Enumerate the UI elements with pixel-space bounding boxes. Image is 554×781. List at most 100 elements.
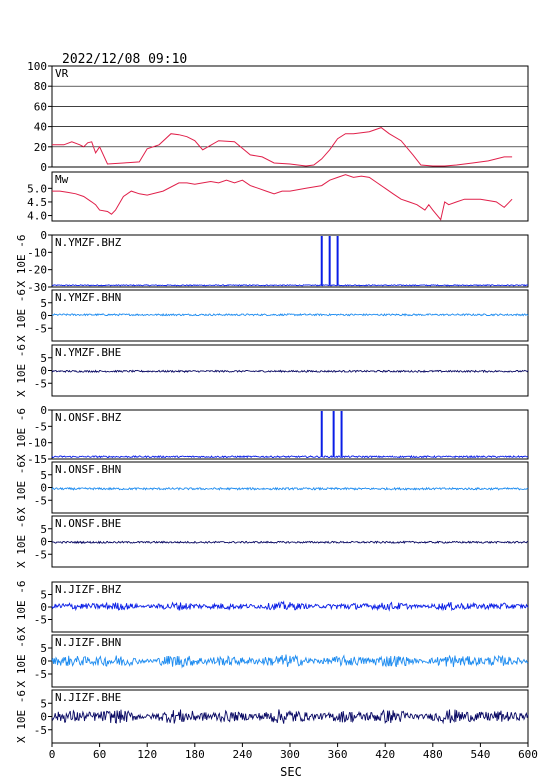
y-tick-label: 4.5 [27, 196, 47, 209]
x-tick-label: 480 [423, 748, 443, 761]
y-tick-label: 5 [40, 697, 47, 710]
x-axis: 0 60 120 180 240 300 360 420 480 540 600 [49, 743, 538, 761]
y-tick-label: -5 [34, 494, 47, 507]
y-tick-label: 0 [40, 161, 47, 174]
y-tick-label: 0 [40, 404, 47, 417]
panel-label: N.ONSF.BHN [55, 463, 121, 476]
y-tick-label: -5 [34, 548, 47, 561]
y-axis-label: X 10E -6 [15, 690, 28, 743]
y-axis-label: X 10E -6 [15, 289, 28, 342]
series-line-vr [52, 127, 513, 167]
panel-jizf-bhn: 50-5 N.JIZF.BHN X 10E -6 [15, 634, 529, 688]
y-tick-label: 4.0 [27, 210, 47, 223]
x-tick-label: 180 [185, 748, 205, 761]
y-tick-label: -30 [27, 281, 47, 294]
panel-frame [51, 234, 529, 288]
x-tick-label: 60 [93, 748, 106, 761]
header-datetime: 2022/12/08 09:10 [62, 52, 187, 67]
y-tick-label: 0 [40, 536, 47, 549]
panel-label: N.JIZF.BHN [55, 636, 121, 649]
y-tick-label: 0 [40, 310, 47, 323]
x-tick-label: 0 [49, 748, 56, 761]
x-tick-label: 540 [470, 748, 490, 761]
y-axis-label: X 10E -6 [15, 635, 28, 688]
y-tick-label: 20 [34, 141, 47, 154]
y-tick-label: 0 [40, 601, 47, 614]
y-tick-label: 0 [40, 229, 47, 242]
y-tick-label: -10 [27, 437, 47, 450]
y-tick-label: 5 [40, 297, 47, 310]
series-line-mw [52, 174, 513, 221]
panel-ymzf-bhn: 50-5 N.YMZF.BHN X 10E -6 [15, 289, 529, 342]
x-tick-label: 600 [518, 748, 538, 761]
y-axis-label: X 10E -6 [15, 581, 28, 634]
y-axis-label: X 10E -6 [15, 461, 28, 514]
trace-onsf-bhz [51, 454, 529, 459]
y-tick-label: 0 [40, 482, 47, 495]
panel-label: N.JIZF.BHZ [55, 583, 122, 596]
panel-label: VR [55, 67, 69, 80]
x-tick-label: 120 [137, 748, 157, 761]
trace-jizf-bhe [51, 709, 529, 725]
y-axis-label: X 10E -6 [15, 408, 28, 461]
y-tick-label: 40 [34, 121, 47, 134]
x-tick-label: 420 [375, 748, 395, 761]
panel-label: N.ONSF.BHZ [55, 411, 122, 424]
panel-frame [51, 171, 529, 222]
panel-jizf-bhz: 50-5 N.JIZF.BHZ X 10E -6 [15, 581, 529, 634]
y-tick-label: 5.0 [27, 182, 47, 195]
trace-ymzf-bhe [51, 369, 529, 374]
y-tick-label: -5 [34, 668, 47, 681]
y-axis-label: X 10E -6 [15, 515, 28, 568]
y-tick-label: -5 [34, 420, 47, 433]
trace-jizf-bhn [51, 654, 529, 669]
y-tick-label: -5 [34, 322, 47, 335]
y-axis-label: X 10E -6 [15, 344, 28, 397]
y-tick-label: 5 [40, 523, 47, 536]
panel-label: N.JIZF.BHE [55, 691, 121, 704]
panel-ymzf-bhe: 50-5 N.YMZF.BHE X 10E -6 [15, 344, 529, 397]
y-tick-label: -5 [34, 614, 47, 627]
y-tick-label: 0 [40, 365, 47, 378]
panel-jizf-bhe: 50-5 N.JIZF.BHE X 10E -6 [15, 689, 529, 744]
panel-ymzf-bhz: 0 -10 -20 -30 N.YMZF.BHZ X 10E -6 [15, 229, 529, 294]
x-tick-label: 360 [328, 748, 348, 761]
panel-onsf-bhe: 50-5 N.ONSF.BHE X 10E -6 [15, 515, 529, 568]
y-tick-label: 5 [40, 352, 47, 365]
panel-label: N.YMZF.BHE [55, 346, 121, 359]
x-tick-label: 240 [232, 748, 252, 761]
x-axis-label: SEC [280, 765, 302, 779]
y-tick-label: 80 [34, 80, 47, 93]
trace-onsf-bhe [51, 540, 529, 545]
trace-onsf-bhn [51, 486, 529, 491]
panel-label: N.YMZF.BHN [55, 291, 121, 304]
y-tick-label: 5 [40, 642, 47, 655]
y-tick-label: 5 [40, 469, 47, 482]
y-tick-label: 5 [40, 589, 47, 602]
y-tick-label: -10 [27, 246, 47, 259]
trace-ymzf-bhz [51, 284, 529, 287]
panel-label: N.ONSF.BHE [55, 517, 121, 530]
y-tick-label: 0 [40, 711, 47, 724]
y-tick-label: -5 [34, 724, 47, 737]
panel-frame [51, 461, 529, 514]
panel-frame [51, 65, 529, 168]
x-tick-label: 300 [280, 748, 300, 761]
y-tick-label: -20 [27, 264, 47, 277]
panel-mw: 4.04.55.0 Mw [27, 171, 529, 223]
y-tick-label: 0 [40, 655, 47, 668]
trace-ymzf-bhn [51, 312, 529, 317]
y-tick-label: -5 [34, 377, 47, 390]
panel-frame [51, 409, 529, 460]
panel-label: N.YMZF.BHZ [55, 236, 122, 249]
panel-onsf-bhz: 0 -5 -10 -15 N.ONSF.BHZ X 10E -6 [15, 404, 529, 466]
y-tick-label: -15 [27, 453, 47, 466]
panel-onsf-bhn: 50-5 N.ONSF.BHN X 10E -6 [15, 461, 529, 514]
y-tick-label: 60 [34, 100, 47, 113]
trace-jizf-bhz [51, 600, 529, 612]
y-tick-label: 100 [27, 60, 47, 73]
panel-label: Mw [55, 173, 69, 186]
panels: 0 20 40 60 80 100 VR 4.04.55.0 Mw 0 -10 -20 -30 N.YMZ… [15, 60, 529, 744]
panel-frame [51, 289, 529, 342]
